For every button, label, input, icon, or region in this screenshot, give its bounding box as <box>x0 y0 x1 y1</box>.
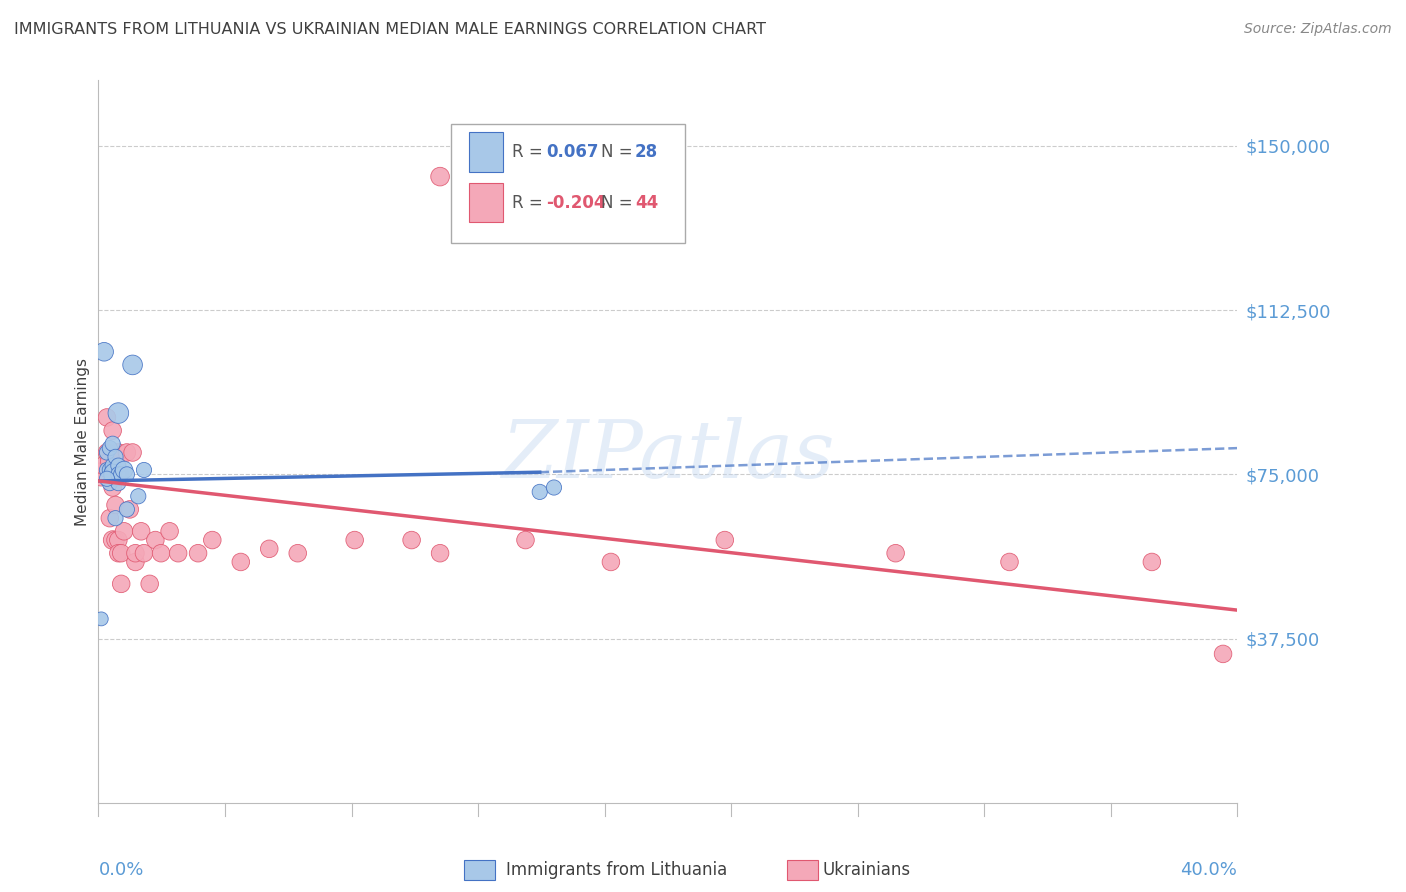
Point <box>201 533 224 547</box>
Point <box>600 555 623 569</box>
Point <box>112 463 135 477</box>
Point <box>110 577 132 591</box>
Point <box>121 358 143 372</box>
Point <box>96 445 118 459</box>
Point <box>107 533 129 547</box>
Point <box>90 467 112 482</box>
Point <box>101 436 124 450</box>
Point <box>129 524 152 539</box>
Point <box>401 533 423 547</box>
Point <box>515 533 537 547</box>
Text: -0.204: -0.204 <box>546 194 606 211</box>
Point <box>118 502 141 516</box>
Point <box>101 463 124 477</box>
Point <box>107 406 129 420</box>
Point <box>98 441 121 455</box>
Point <box>110 546 132 560</box>
Point <box>115 502 138 516</box>
Point <box>167 546 190 560</box>
Point <box>96 463 118 477</box>
Point <box>1140 555 1163 569</box>
Text: 44: 44 <box>636 194 658 211</box>
Point <box>104 498 127 512</box>
Y-axis label: Median Male Earnings: Median Male Earnings <box>75 358 90 525</box>
Point <box>884 546 907 560</box>
Text: ZIPatlas: ZIPatlas <box>501 417 835 495</box>
Point <box>101 467 124 482</box>
Point <box>93 344 115 359</box>
Point <box>138 577 160 591</box>
FancyBboxPatch shape <box>468 132 503 172</box>
Point <box>104 467 127 482</box>
Point <box>104 511 127 525</box>
Point <box>429 169 451 184</box>
Point <box>96 445 118 459</box>
Point <box>93 458 115 473</box>
Point <box>145 533 167 547</box>
Text: N =: N = <box>600 194 637 211</box>
Point <box>90 612 112 626</box>
Point <box>101 481 124 495</box>
Point <box>543 481 565 495</box>
Point <box>159 524 181 539</box>
Point <box>121 445 143 459</box>
Point <box>229 555 252 569</box>
Point <box>259 541 281 556</box>
Point <box>96 410 118 425</box>
Text: 40.0%: 40.0% <box>1181 861 1237 879</box>
Point <box>714 533 737 547</box>
FancyBboxPatch shape <box>451 124 685 243</box>
Point <box>98 463 121 477</box>
Point <box>132 546 155 560</box>
Point <box>101 458 124 473</box>
Point <box>107 445 129 459</box>
Text: Immigrants from Lithuania: Immigrants from Lithuania <box>506 861 727 879</box>
Text: 0.067: 0.067 <box>546 144 599 161</box>
Point <box>98 476 121 491</box>
Point <box>112 524 135 539</box>
Point <box>998 555 1021 569</box>
Text: R =: R = <box>512 144 548 161</box>
Text: IMMIGRANTS FROM LITHUANIA VS UKRAINIAN MEDIAN MALE EARNINGS CORRELATION CHART: IMMIGRANTS FROM LITHUANIA VS UKRAINIAN M… <box>14 22 766 37</box>
Text: 0.0%: 0.0% <box>98 861 143 879</box>
Point <box>107 458 129 473</box>
Text: 28: 28 <box>636 144 658 161</box>
Text: Source: ZipAtlas.com: Source: ZipAtlas.com <box>1244 22 1392 37</box>
Point <box>107 476 129 491</box>
Point <box>343 533 366 547</box>
Point <box>429 546 451 560</box>
Point <box>115 445 138 459</box>
Point <box>98 511 121 525</box>
Point <box>132 463 155 477</box>
Point <box>107 546 129 560</box>
Point <box>101 424 124 438</box>
FancyBboxPatch shape <box>468 183 503 222</box>
Text: R =: R = <box>512 194 548 211</box>
Point <box>124 546 146 560</box>
Point <box>115 467 138 482</box>
Point <box>127 489 149 503</box>
Point <box>287 546 309 560</box>
Point <box>104 450 127 464</box>
Point <box>150 546 173 560</box>
Point <box>107 467 129 482</box>
Point <box>96 472 118 486</box>
Point <box>529 484 551 499</box>
Point <box>187 546 209 560</box>
Point <box>104 533 127 547</box>
Text: N =: N = <box>600 144 637 161</box>
Point <box>1212 647 1234 661</box>
Point <box>110 467 132 482</box>
Point <box>98 454 121 468</box>
Point <box>101 533 124 547</box>
Text: Ukrainians: Ukrainians <box>823 861 911 879</box>
Point <box>124 555 146 569</box>
